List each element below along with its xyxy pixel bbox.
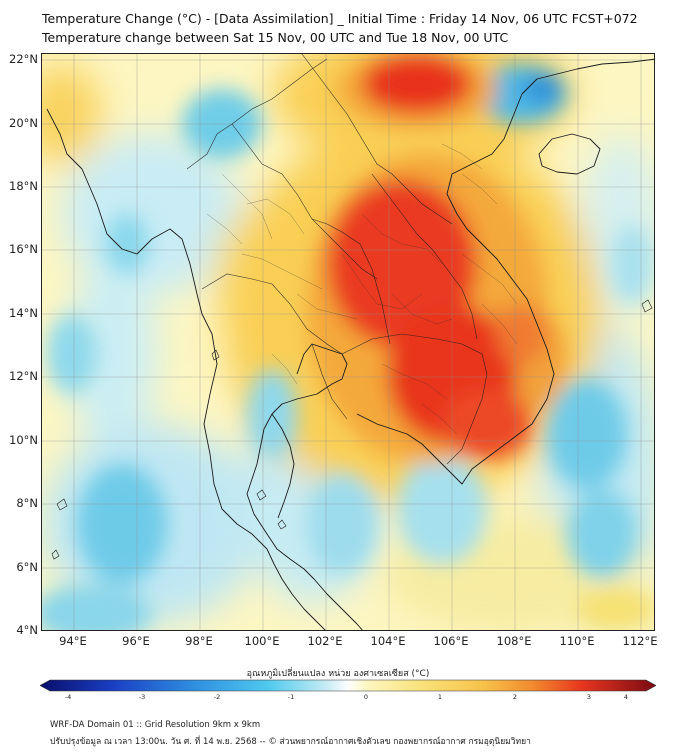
lon-label-102e: 102°E xyxy=(307,634,343,648)
lat-label-8n: 8°N xyxy=(16,496,38,510)
field-detail-layer xyxy=(42,54,654,630)
colorbar-tick-4: 4 xyxy=(623,693,629,701)
province-lines xyxy=(206,143,518,435)
lat-label-20n: 20°N xyxy=(9,116,38,130)
lat-label-22n: 22°N xyxy=(9,52,38,66)
colorbar-tick-m4: -4 xyxy=(64,693,72,701)
country-borders xyxy=(186,54,488,465)
lon-label-94e: 94°E xyxy=(59,634,87,648)
colorbar-tick-m1: -1 xyxy=(287,693,295,701)
lon-label-108e: 108°E xyxy=(496,634,532,648)
colorbar-tick-3: 3 xyxy=(586,693,592,701)
temperature-change-map xyxy=(42,54,654,630)
map-panel xyxy=(41,53,655,631)
colorbar-title: อุณหภูมิเปลี่ยนแปลง หน่วย องศาเซลเซียส (… xyxy=(246,669,430,679)
islands xyxy=(51,299,653,560)
model-info: WRF-DA Domain 01 :: Grid Resolution 9km … xyxy=(50,720,261,730)
colorbar xyxy=(40,679,656,692)
lon-label-112e: 112°E xyxy=(622,634,658,648)
colorbar-tick-0: 0 xyxy=(363,693,369,701)
lon-label-110e: 110°E xyxy=(559,634,595,648)
lat-label-18n: 18°N xyxy=(9,179,38,193)
lat-label-16n: 16°N xyxy=(9,242,38,256)
map-subtitle: Temperature change between Sat 15 Nov, 0… xyxy=(42,30,509,45)
colorbar-tick-1: 1 xyxy=(437,693,443,701)
lon-label-98e: 98°E xyxy=(185,634,213,648)
credit-line: ปรับปรุงข้อมูล ณ เวลา 13:00น. วัน ศ. ที่… xyxy=(50,737,531,747)
lon-label-96e: 96°E xyxy=(122,634,150,648)
colorbar-gradient xyxy=(40,679,656,692)
map-title: Temperature Change (°C) - [Data Assimila… xyxy=(42,11,638,26)
lat-label-10n: 10°N xyxy=(9,433,38,447)
lat-label-14n: 14°N xyxy=(9,306,38,320)
map-gridlines xyxy=(42,54,654,630)
lon-label-106e: 106°E xyxy=(433,634,469,648)
lon-label-100e: 100°E xyxy=(244,634,280,648)
lat-label-4n: 4°N xyxy=(16,623,38,637)
lat-label-12n: 12°N xyxy=(9,369,38,383)
coastlines xyxy=(46,58,654,630)
colorbar-tick-2: 2 xyxy=(512,693,518,701)
lat-label-6n: 6°N xyxy=(16,560,38,574)
lon-label-104e: 104°E xyxy=(370,634,406,648)
colorbar-tick-m2: -2 xyxy=(213,693,221,701)
colorbar-tick-m3: -3 xyxy=(138,693,146,701)
